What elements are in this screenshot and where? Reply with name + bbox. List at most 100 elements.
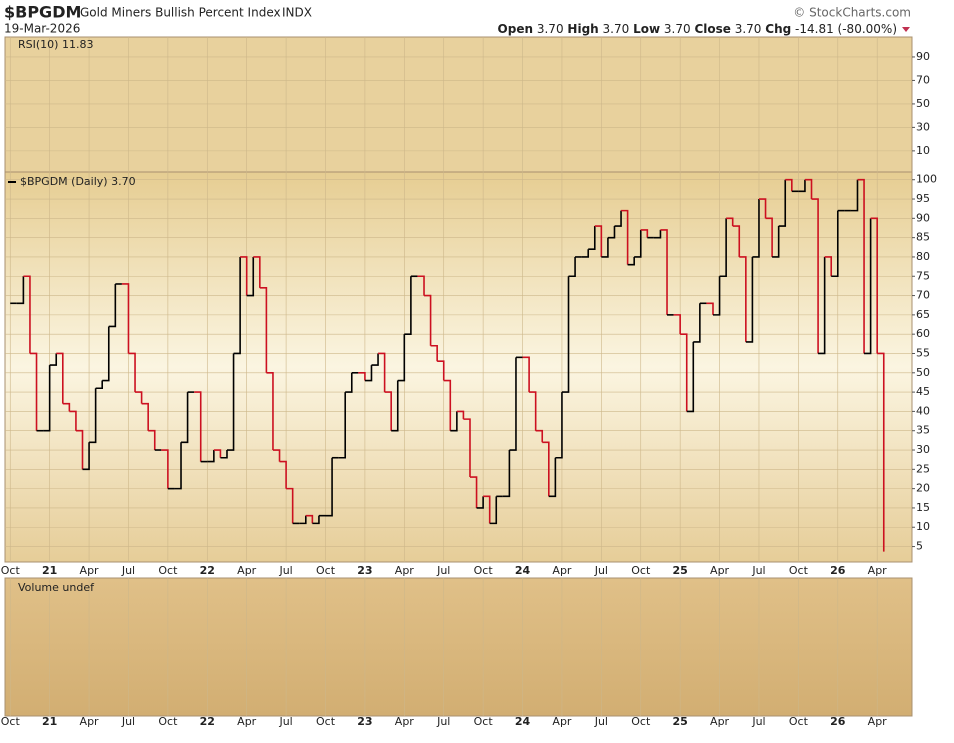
legend-label: $BPGDM (Daily) 3.70: [20, 175, 136, 188]
price-step: [877, 352, 885, 552]
volume-label: Volume undef: [18, 581, 95, 594]
price-step: [529, 391, 537, 431]
low-label: Low: [633, 22, 660, 36]
x-tick-label: Oct: [1, 564, 21, 577]
x-tick-label: Apr: [552, 564, 572, 577]
price-step: [726, 217, 734, 227]
watermark: © StockCharts.com: [793, 6, 911, 20]
x-tick-label: Apr: [395, 564, 415, 577]
symbol: $BPGDM: [4, 3, 81, 22]
price-step: [312, 515, 320, 525]
price-step: [739, 256, 747, 342]
x-tick-label: Oct: [316, 715, 336, 728]
price-step: [765, 217, 773, 257]
x-tick-label: 25: [673, 715, 688, 728]
y-tick-label: 60: [916, 327, 930, 340]
price-step: [102, 326, 110, 382]
y-tick-label: 90: [916, 50, 930, 63]
price-step: [181, 392, 189, 444]
price-step: [437, 360, 445, 381]
price-step: [469, 476, 478, 508]
price-step: [174, 442, 182, 490]
y-tick-label: 85: [916, 231, 930, 244]
price-step: [89, 388, 97, 444]
price-step: [135, 391, 143, 404]
price-step: [220, 450, 228, 459]
price-step: [391, 380, 399, 432]
y-tick-label: 70: [916, 73, 930, 86]
price-step: [233, 256, 241, 355]
y-tick-label: 80: [916, 250, 930, 263]
price-step: [240, 256, 248, 296]
price-step: [364, 365, 373, 382]
x-tick-label: Apr: [237, 715, 257, 728]
x-tick-label: Oct: [631, 715, 651, 728]
x-tick-label: Oct: [316, 564, 336, 577]
price-step: [417, 275, 425, 296]
y-tick-label: 70: [916, 289, 930, 302]
x-tick-label: Apr: [395, 715, 415, 728]
price-step: [542, 441, 550, 497]
x-tick-label: Oct: [158, 715, 178, 728]
price-step: [226, 353, 235, 451]
x-tick-label: Oct: [789, 564, 809, 577]
y-tick-label: 100: [916, 173, 937, 186]
price-step: [831, 210, 839, 278]
price-step: [561, 276, 570, 393]
high: 3.70: [603, 22, 630, 36]
price-step: [299, 515, 307, 525]
price-step: [16, 276, 25, 305]
price-step: [870, 217, 878, 354]
y-tick-label: 50: [916, 97, 930, 110]
price-step: [108, 283, 117, 328]
x-tick-label: 24: [515, 564, 531, 577]
y-tick-label: 50: [916, 366, 930, 379]
price-step: [279, 460, 287, 489]
price-step: [325, 457, 333, 517]
x-tick-label: Jul: [278, 564, 292, 577]
price-step: [804, 178, 813, 200]
close: 3.70: [735, 22, 762, 36]
price-step: [56, 352, 64, 404]
rsi-label: RSI(10) 11.83: [18, 38, 93, 51]
low: 3.70: [664, 22, 691, 36]
down-arrow: [902, 27, 910, 32]
price-step: [686, 341, 695, 413]
price-step: [371, 353, 379, 366]
price-step: [489, 496, 498, 525]
price-step: [752, 199, 760, 258]
price-step: [456, 410, 465, 420]
y-tick-label: 40: [916, 404, 930, 417]
x-tick-label: 25: [673, 564, 688, 577]
x-tick-label: 26: [830, 715, 846, 728]
x-tick-label: Oct: [474, 564, 494, 577]
x-tick-label: 22: [200, 564, 215, 577]
price-step: [811, 198, 819, 354]
price-step: [272, 449, 281, 462]
y-tick-label: 65: [916, 308, 930, 321]
x-tick-label: Jul: [751, 715, 765, 728]
price-step: [82, 442, 90, 471]
price-step: [706, 302, 714, 315]
x-tick-label: Jul: [594, 715, 608, 728]
price-step: [121, 283, 130, 354]
price-step: [778, 179, 787, 227]
price-step: [266, 371, 274, 451]
y-tick-label: 25: [916, 462, 930, 475]
price-step: [824, 256, 833, 277]
open-label: Open: [498, 22, 533, 36]
price-step: [286, 487, 294, 524]
price-step: [640, 229, 649, 238]
x-tick-label: Oct: [474, 715, 494, 728]
price-step: [634, 229, 642, 258]
x-tick-label: Apr: [710, 715, 730, 728]
x-tick-label: 23: [357, 715, 372, 728]
price-step: [719, 218, 727, 278]
price-step: [627, 256, 635, 266]
x-tick-label: Oct: [158, 564, 178, 577]
x-tick-label: 26: [830, 564, 846, 577]
price-step: [62, 402, 71, 412]
x-tick-label: Jul: [121, 715, 135, 728]
price-step: [161, 449, 169, 489]
price-step: [693, 303, 701, 343]
